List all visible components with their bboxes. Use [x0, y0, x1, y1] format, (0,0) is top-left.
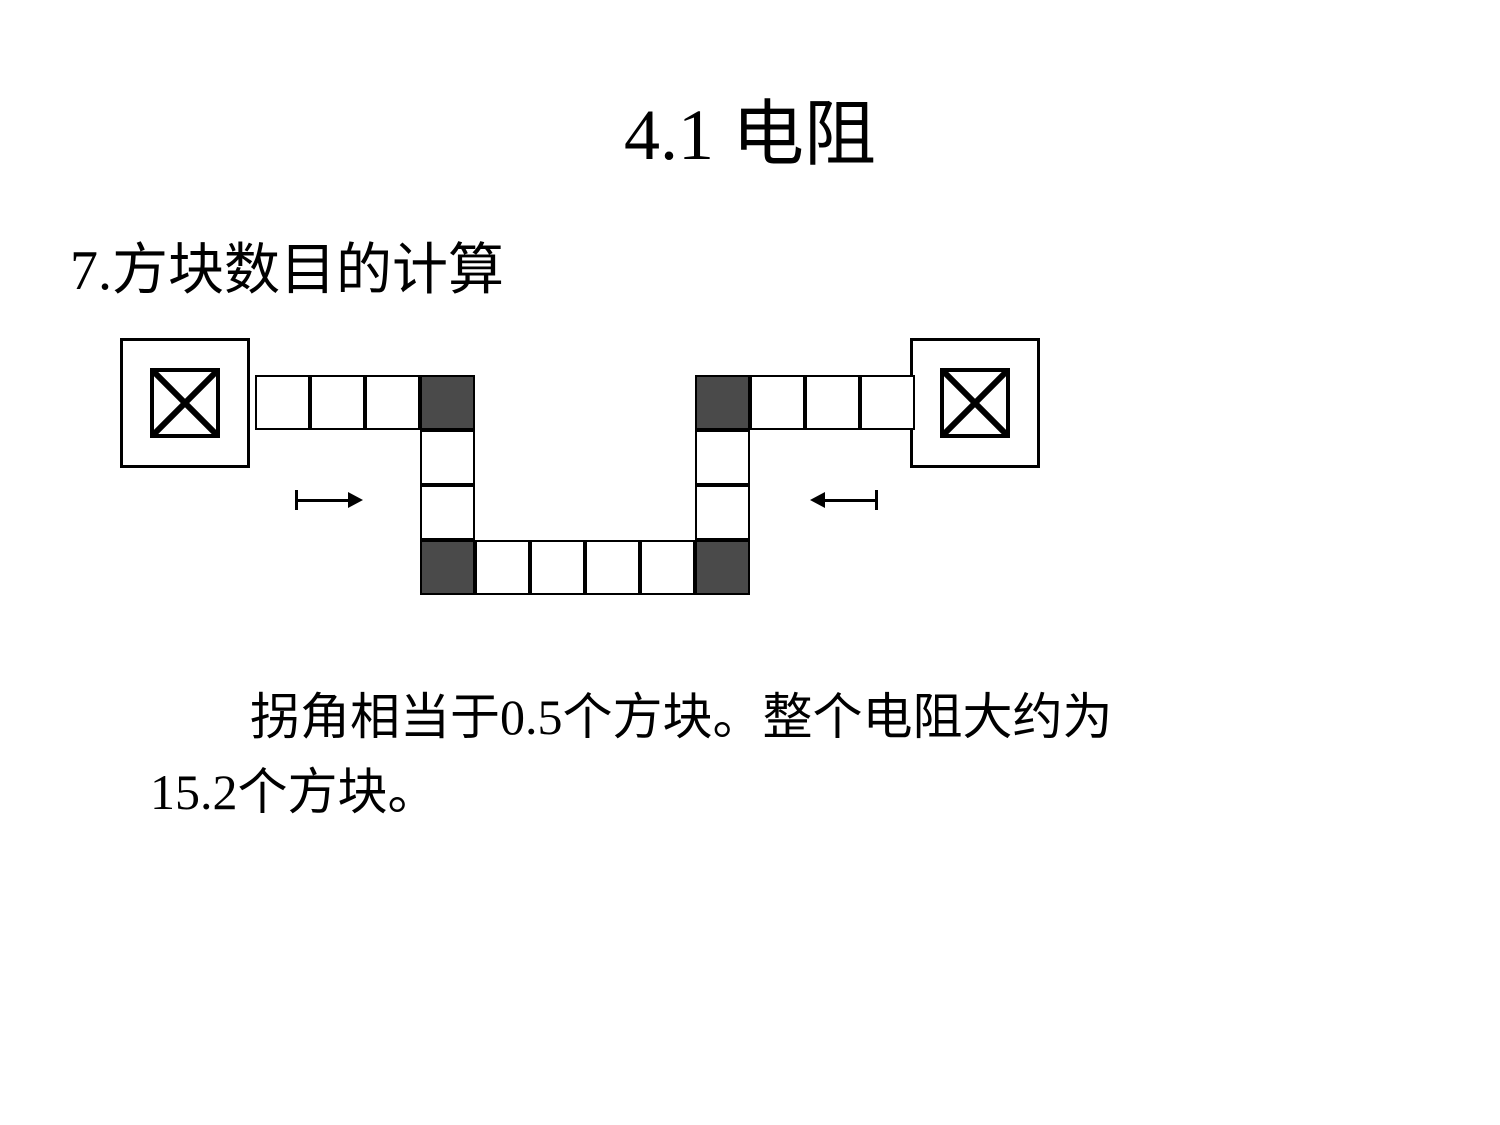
- resistor-cell: [255, 375, 310, 430]
- resistor-cell-corner: [420, 375, 475, 430]
- resistor-cell: [475, 540, 530, 595]
- resistor-cell: [860, 375, 915, 430]
- x-mark-icon: [940, 368, 1010, 438]
- contact-pad-left: [120, 338, 250, 468]
- explanation-text: 拐角相当于0.5个方块。整个电阻大约为 15.2个方块。: [150, 680, 1200, 830]
- x-mark-icon: [150, 368, 220, 438]
- resistor-cell: [420, 430, 475, 485]
- resistor-cell: [310, 375, 365, 430]
- resistor-cell: [420, 485, 475, 540]
- resistor-cell: [530, 540, 585, 595]
- resistor-cell: [805, 375, 860, 430]
- contact-pad-right: [910, 338, 1040, 468]
- resistor-cell: [750, 375, 805, 430]
- current-arrow-right: [810, 490, 878, 510]
- resistor-cell: [695, 485, 750, 540]
- current-arrow-left: [295, 490, 363, 510]
- resistor-cell-corner: [695, 375, 750, 430]
- resistor-diagram: [120, 330, 1040, 610]
- resistor-cell-corner: [695, 540, 750, 595]
- resistor-cell: [585, 540, 640, 595]
- page-title: 4.1 电阻: [0, 75, 1500, 180]
- text-line-2: 15.2个方块。: [150, 755, 1200, 830]
- resistor-cell: [695, 430, 750, 485]
- resistor-cell: [640, 540, 695, 595]
- resistor-cell-corner: [420, 540, 475, 595]
- resistor-cell: [365, 375, 420, 430]
- section-subtitle: 7.方块数目的计算: [70, 225, 504, 306]
- text-line-1: 拐角相当于0.5个方块。整个电阻大约为: [150, 680, 1200, 755]
